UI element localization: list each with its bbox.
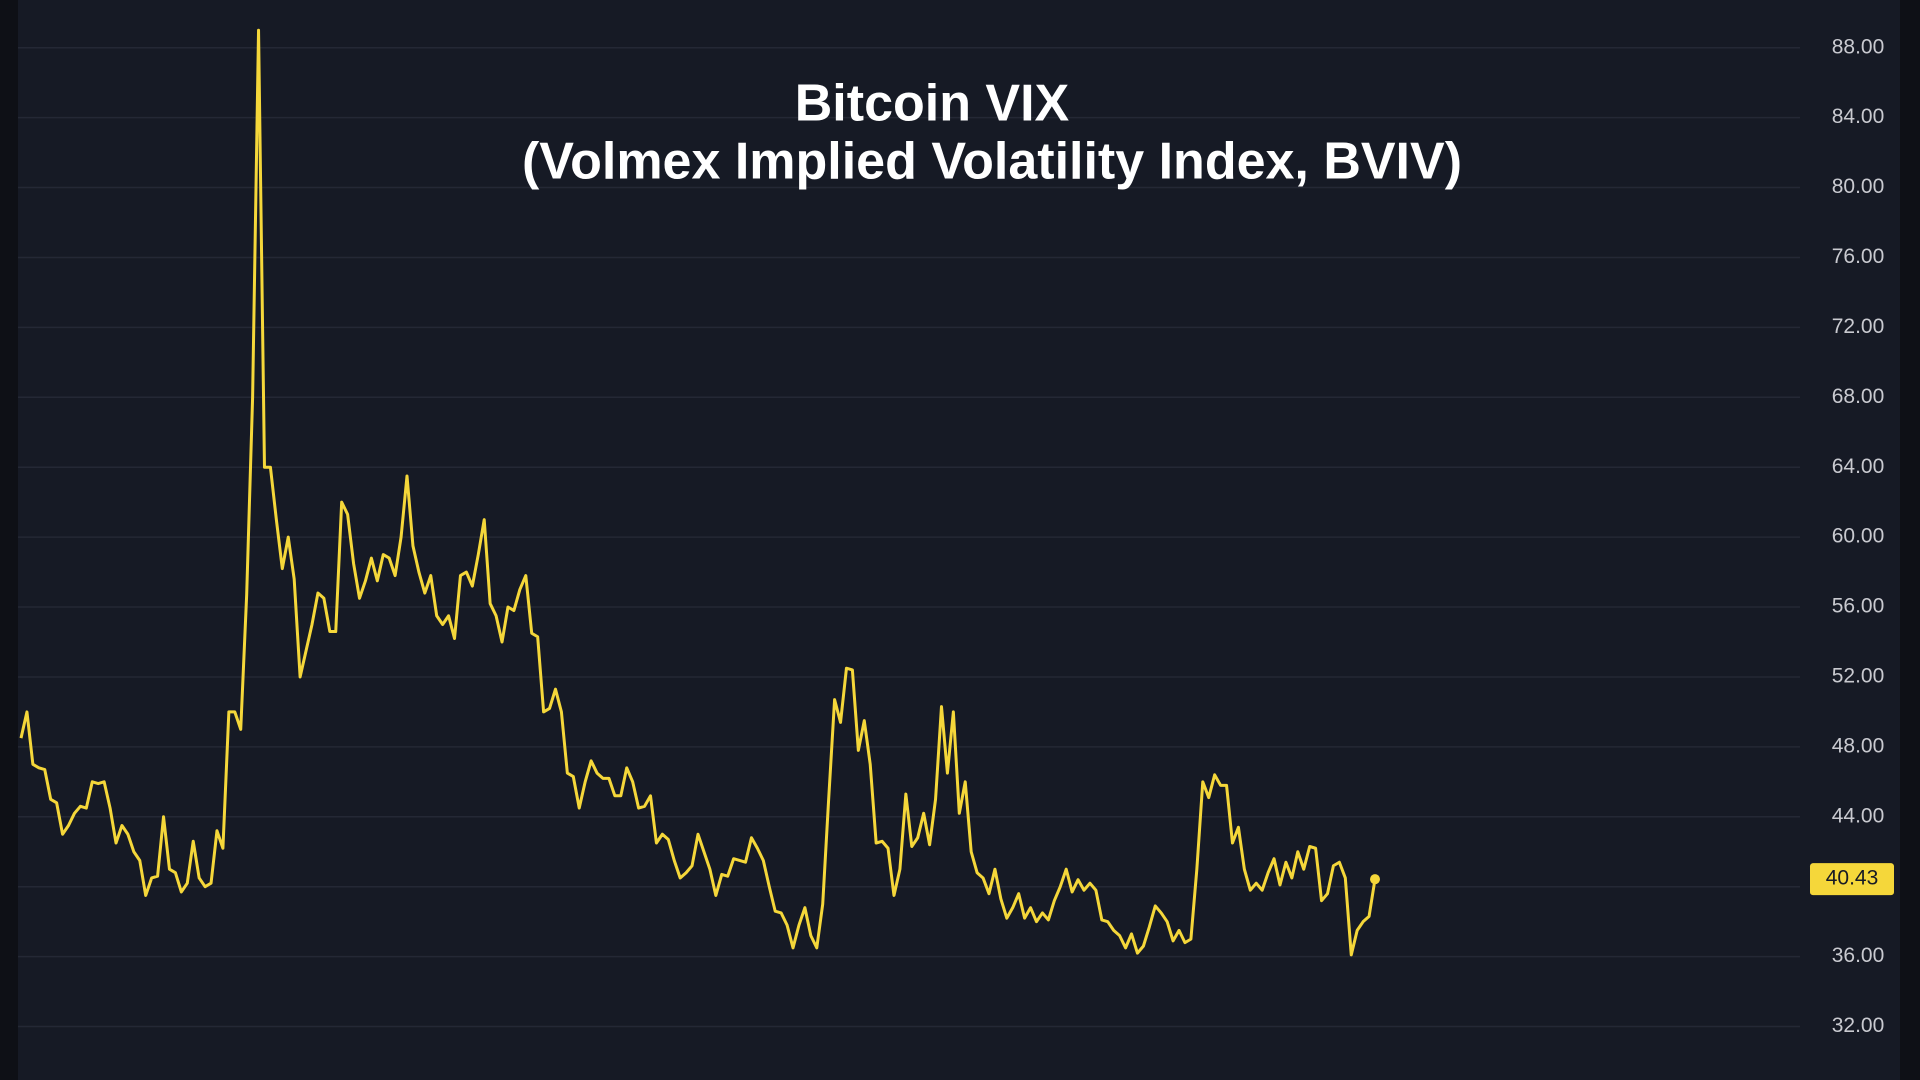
y-tick-label: 48.00 [1832, 734, 1885, 757]
y-tick-label: 76.00 [1832, 245, 1885, 268]
y-tick-label: 88.00 [1832, 35, 1885, 58]
line [19, 28, 1377, 957]
last-value-label: 40.43 [1826, 867, 1879, 890]
chart-subtitle: (Volmex Implied Volatility Index, BVIV) [522, 133, 1462, 191]
left-edge [0, 0, 18, 1080]
y-tick-label: 56.00 [1832, 595, 1885, 618]
y-tick-label: 60.00 [1832, 525, 1885, 548]
y-tick-label: 72.00 [1832, 315, 1885, 338]
right-edge [1900, 0, 1920, 1080]
y-tick-label: 52.00 [1832, 665, 1885, 688]
y-tick-label: 68.00 [1832, 385, 1885, 408]
y-tick-label: 80.00 [1832, 175, 1885, 198]
last-value-box [1810, 863, 1894, 896]
chart-title: Bitcoin VIX [795, 75, 1070, 133]
y-tick-label: 64.00 [1832, 455, 1885, 478]
y-tick-label: 32.00 [1832, 1014, 1885, 1037]
y-tick-label: 44.00 [1832, 804, 1885, 827]
y-tick-label: 84.00 [1832, 105, 1885, 128]
y-tick-label: 36.00 [1832, 944, 1885, 967]
last-point [1370, 874, 1380, 885]
